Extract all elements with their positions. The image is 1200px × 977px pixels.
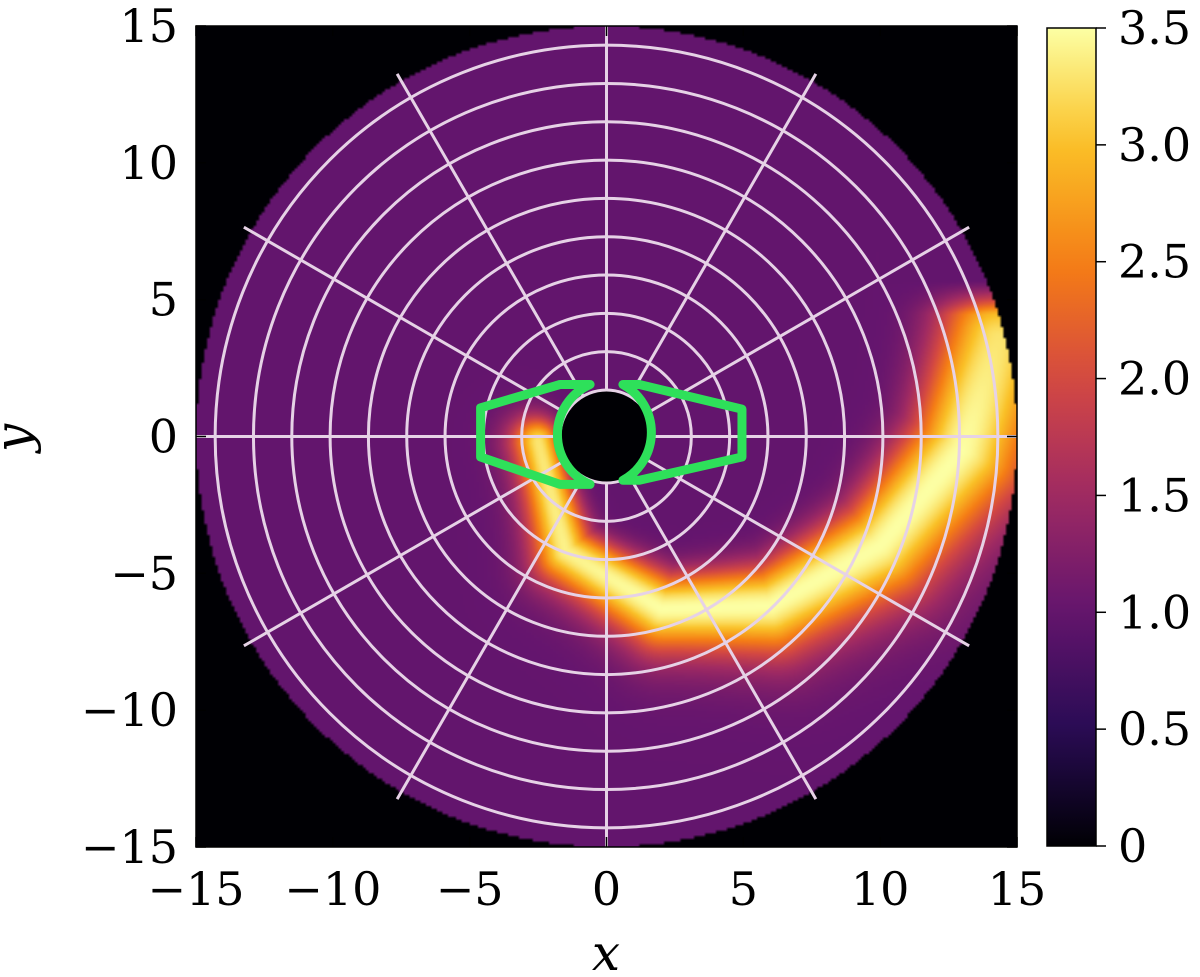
x-tick-label: −5 <box>436 862 504 916</box>
x-axis-label: x <box>592 924 620 977</box>
green-contour-0 <box>476 380 595 489</box>
y-tick-label: −10 <box>81 683 178 737</box>
grid-spoke-210 <box>243 458 567 648</box>
grid-spoke-300 <box>628 476 818 800</box>
grid-spoke-120 <box>395 73 585 397</box>
colorbar-ticks: 0 0.5 1.0 1.5 2.0 2.5 3.0 3.5 <box>1096 1 1191 873</box>
y-axis: 15 10 5 0 −5 −10 −15 <box>81 0 1017 874</box>
colorbar-tick-label: 2.5 <box>1118 235 1191 289</box>
x-tick-label: −10 <box>284 862 381 916</box>
grid-spoke-330 <box>646 458 970 648</box>
colorbar-tick-label: 1.5 <box>1118 468 1191 522</box>
y-tick-label: 15 <box>119 0 178 53</box>
grid-spoke-150 <box>243 225 567 415</box>
y-tick-label: −5 <box>110 546 178 600</box>
x-tick-label: 0 <box>592 862 621 916</box>
x-tick-label: −15 <box>147 862 244 916</box>
grid-spoke-240 <box>395 476 585 800</box>
y-tick-label: 0 <box>149 410 178 464</box>
colorbar-tick-label: 0.5 <box>1118 702 1191 756</box>
green-contour-1 <box>618 380 747 485</box>
x-tick-label: 10 <box>851 862 910 916</box>
y-tick-label: 5 <box>149 273 178 327</box>
x-axis: −15 −10 −5 0 5 10 15 <box>147 26 1046 916</box>
x-tick-label: 5 <box>729 862 758 916</box>
grid-spoke-60 <box>628 73 818 397</box>
grid-spoke-30 <box>646 225 970 415</box>
colorbar-tick-label: 3.5 <box>1118 1 1191 55</box>
polar-grid <box>196 26 1017 847</box>
colorbar-tick-label: 2.0 <box>1118 352 1191 406</box>
y-tick-label: 10 <box>119 136 178 190</box>
y-tick-label: −15 <box>81 820 178 874</box>
colorbar <box>1046 27 1097 847</box>
colorbar-tick-label: 1.0 <box>1118 585 1191 639</box>
y-axis-label: y <box>0 423 42 454</box>
colorbar-tick-label: 0 <box>1118 819 1147 873</box>
x-tick-label: 15 <box>988 862 1047 916</box>
colorbar-tick-label: 3.0 <box>1118 118 1191 172</box>
green-contours <box>476 380 747 489</box>
